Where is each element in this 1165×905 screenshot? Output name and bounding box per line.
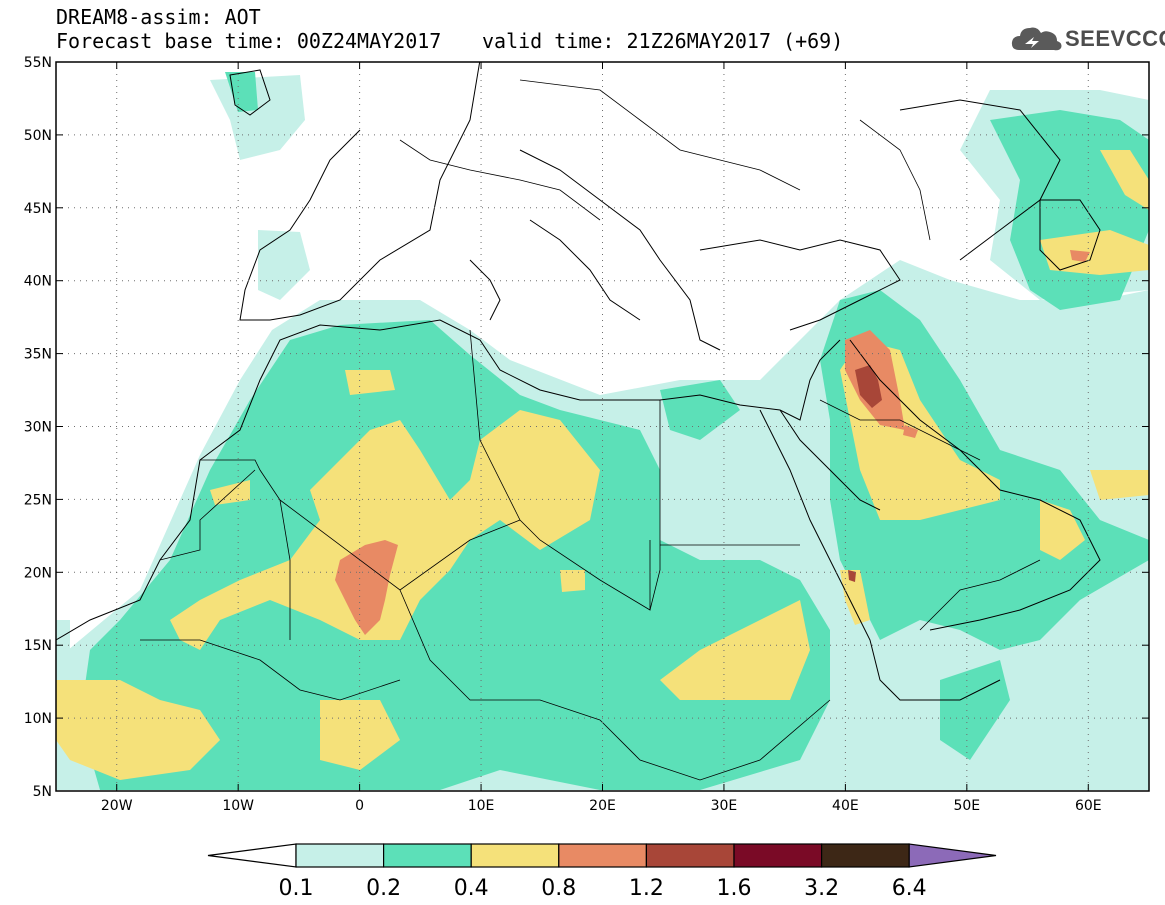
colorbar-level-label: 0.2 xyxy=(366,876,401,901)
colorbar-swatch xyxy=(295,843,385,868)
colorbar-level-label: 0.1 xyxy=(279,876,314,901)
forecast-base-time: Forecast base time: 00Z24MAY2017 xyxy=(56,29,442,53)
colorbar-level-label: 1.2 xyxy=(629,876,664,901)
lon-tick-label: 10E xyxy=(468,798,495,814)
colorbar-level-label: 0.8 xyxy=(541,876,576,901)
aot-field xyxy=(56,72,1149,790)
colorbar-swatch xyxy=(383,843,472,868)
lat-tick-label: 45N xyxy=(24,201,52,217)
colorbar-level-label: 3.2 xyxy=(804,876,839,901)
lon-tick-label: 50E xyxy=(953,798,980,814)
colorbar-level-label: 1.6 xyxy=(717,876,752,901)
logo-text: SEEVCCC xyxy=(1065,26,1165,51)
lon-tick-label: 0 xyxy=(355,798,364,814)
lat-tick-label: 55N xyxy=(24,55,52,71)
lon-tick-label: 20W xyxy=(101,798,133,814)
lat-tick-label: 30N xyxy=(24,420,52,436)
lon-tick-group: 20W 10W 0 10E 20E 30E 40E 50E 60E xyxy=(101,62,1102,814)
colorbar-swatch xyxy=(733,843,823,868)
lat-tick-group: 55N 50N 45N 40N 35N 30N 25N 20N 15N 10N 5N xyxy=(24,55,1149,800)
lon-tick-label: 30E xyxy=(711,798,738,814)
lon-tick-label: 10W xyxy=(222,798,254,814)
valid-time: valid time: 21Z26MAY2017 (+69) xyxy=(482,29,844,53)
lat-tick-label: 50N xyxy=(24,128,52,144)
seevccc-logo: SEEVCCC xyxy=(1011,24,1165,54)
colorbar-swatch xyxy=(645,843,735,868)
lat-tick-label: 10N xyxy=(24,711,52,727)
colorbar-level-label: 0.4 xyxy=(454,876,489,901)
lon-tick-label: 60E xyxy=(1075,798,1102,814)
colorbar: 0.1 0.2 0.4 0.8 1.2 1.6 3.2 6.4 xyxy=(207,843,997,901)
colorbar-swatch xyxy=(558,843,647,868)
lon-tick-label: 40E xyxy=(832,798,859,814)
lat-tick-label: 40N xyxy=(24,274,52,290)
colorbar-swatch xyxy=(470,843,560,868)
colorbar-high-arrow xyxy=(908,843,997,868)
colorbar-low-arrow xyxy=(207,843,297,868)
aot-1.2-1.6-layer xyxy=(848,365,882,582)
colorbar-swatch xyxy=(820,843,910,868)
lat-tick-label: 5N xyxy=(33,784,52,800)
coastlines xyxy=(56,62,1101,701)
country-borders xyxy=(140,79,1041,781)
lat-tick-label: 35N xyxy=(24,347,52,363)
chart-title: DREAM8-assim: AOT xyxy=(56,5,261,29)
map-grid xyxy=(56,62,1149,791)
lon-tick-label: 20E xyxy=(589,798,616,814)
lat-tick-label: 20N xyxy=(24,565,52,581)
cloud-icon xyxy=(1011,27,1062,51)
lat-tick-label: 15N xyxy=(24,638,52,654)
colorbar-level-label: 6.4 xyxy=(892,876,927,901)
lat-tick-label: 25N xyxy=(24,492,52,508)
